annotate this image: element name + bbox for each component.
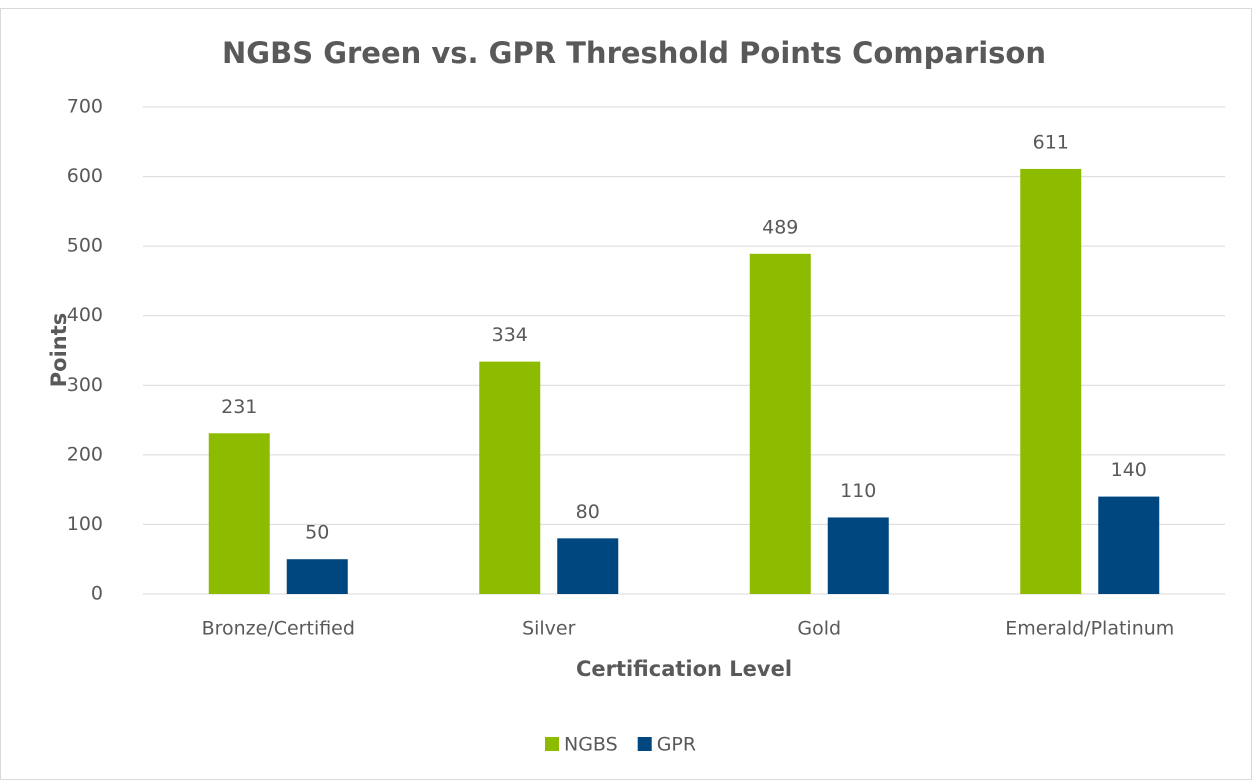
y-tick-label: 200 (67, 443, 103, 465)
x-tick-label: Silver (522, 618, 576, 640)
x-tick-label: Bronze/Certified (202, 618, 355, 640)
x-tick-label: Gold (797, 618, 841, 640)
data-label: 140 (1111, 459, 1147, 481)
bar (557, 538, 619, 594)
y-tick-label: 300 (67, 374, 103, 396)
data-label: 611 (1033, 131, 1069, 153)
chart-title: NGBS Green vs. GPR Threshold Points Comp… (222, 36, 1046, 70)
data-label: 50 (305, 522, 329, 544)
x-axis-title: Certification Level (576, 657, 792, 681)
bar (749, 253, 811, 594)
data-label: 334 (492, 324, 528, 346)
data-label: 80 (576, 501, 600, 523)
data-label: 231 (221, 396, 257, 418)
y-axis-title: Points (47, 313, 71, 388)
bar (1098, 496, 1160, 594)
legend-label: NGBS (564, 734, 618, 756)
y-tick-label: 100 (67, 513, 103, 535)
y-tick-label: 0 (91, 583, 103, 605)
data-label: 110 (840, 480, 876, 502)
legend-label: GPR (657, 734, 696, 756)
y-tick-label: 700 (67, 96, 103, 118)
y-tick-label: 600 (67, 165, 103, 187)
bar (208, 433, 270, 594)
x-tick-label: Emerald/Platinum (1005, 618, 1174, 640)
data-label: 489 (762, 216, 798, 238)
bar (286, 559, 348, 594)
bar (827, 517, 889, 594)
bar (479, 361, 541, 594)
y-tick-label: 500 (67, 235, 103, 257)
legend-swatch (637, 737, 652, 751)
legend-swatch (545, 737, 559, 751)
bar (1020, 168, 1082, 594)
y-tick-label: 400 (67, 304, 103, 326)
